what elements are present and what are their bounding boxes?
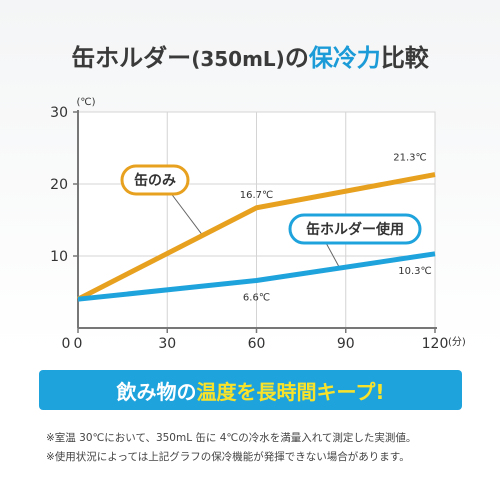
legend-callout-box [288,213,422,245]
legend-label: 缶ホルダー使用 [306,221,404,238]
y-tick-label: 10 [50,249,68,265]
x-tick-label: 90 [337,336,355,352]
data-label: 21.3℃ [393,153,427,164]
callout-leader [324,240,341,269]
y-tick-label: 20 [50,177,68,193]
title-part-2: (350mL) [191,47,285,71]
y-axis-unit: (℃) [76,97,95,108]
origin-tick-label: 0 [62,336,71,352]
title-part-5: 比較 [380,44,429,72]
x-tick-label: 30 [158,336,176,352]
footnote-2: ※使用状況によっては上記グラフの保冷機能が発揮できない場合があります。 [46,451,410,463]
highlight-banner: 飲み物の 温度を長時間キープ! [39,370,462,410]
title-part-3: の [284,44,309,72]
legend-callout-box [120,164,190,196]
title-part-4: 保冷力 [308,44,381,72]
banner-text-yellow: 温度を長時間キープ! [196,379,385,404]
chart-title: 缶ホルダー(350mL)の保冷力比較 [0,38,500,73]
x-tick-label: 0 [74,336,83,352]
x-axis-unit: (分) [448,336,466,348]
data-label: 6.6℃ [243,292,270,303]
title-part-1: 缶ホルダー [71,44,192,72]
data-label: 10.3℃ [398,266,432,277]
x-tick-label: 60 [248,336,266,352]
y-tick-label: 30 [50,105,68,121]
callout-leader [169,191,204,237]
banner-text-white: 飲み物の [116,379,197,404]
legend-label: 缶のみ [134,172,176,189]
series-line-can-holder [77,251,436,302]
x-tick-label: 120 [422,336,449,352]
series-line-can-only [76,172,436,302]
footnote-1: ※室温 30℃において、350mL 缶に 4℃の冷水を満量入れて測定した実測値。 [46,432,417,444]
data-label: 16.7℃ [240,190,274,201]
